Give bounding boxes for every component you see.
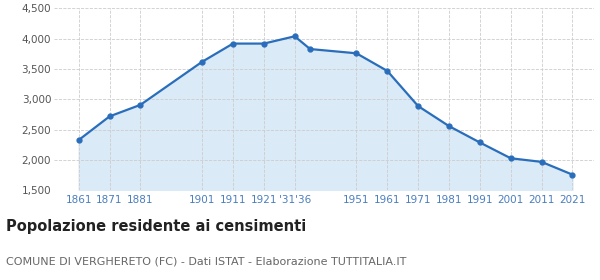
Text: Popolazione residente ai censimenti: Popolazione residente ai censimenti	[6, 219, 306, 234]
Text: COMUNE DI VERGHERETO (FC) - Dati ISTAT - Elaborazione TUTTITALIA.IT: COMUNE DI VERGHERETO (FC) - Dati ISTAT -…	[6, 256, 406, 267]
